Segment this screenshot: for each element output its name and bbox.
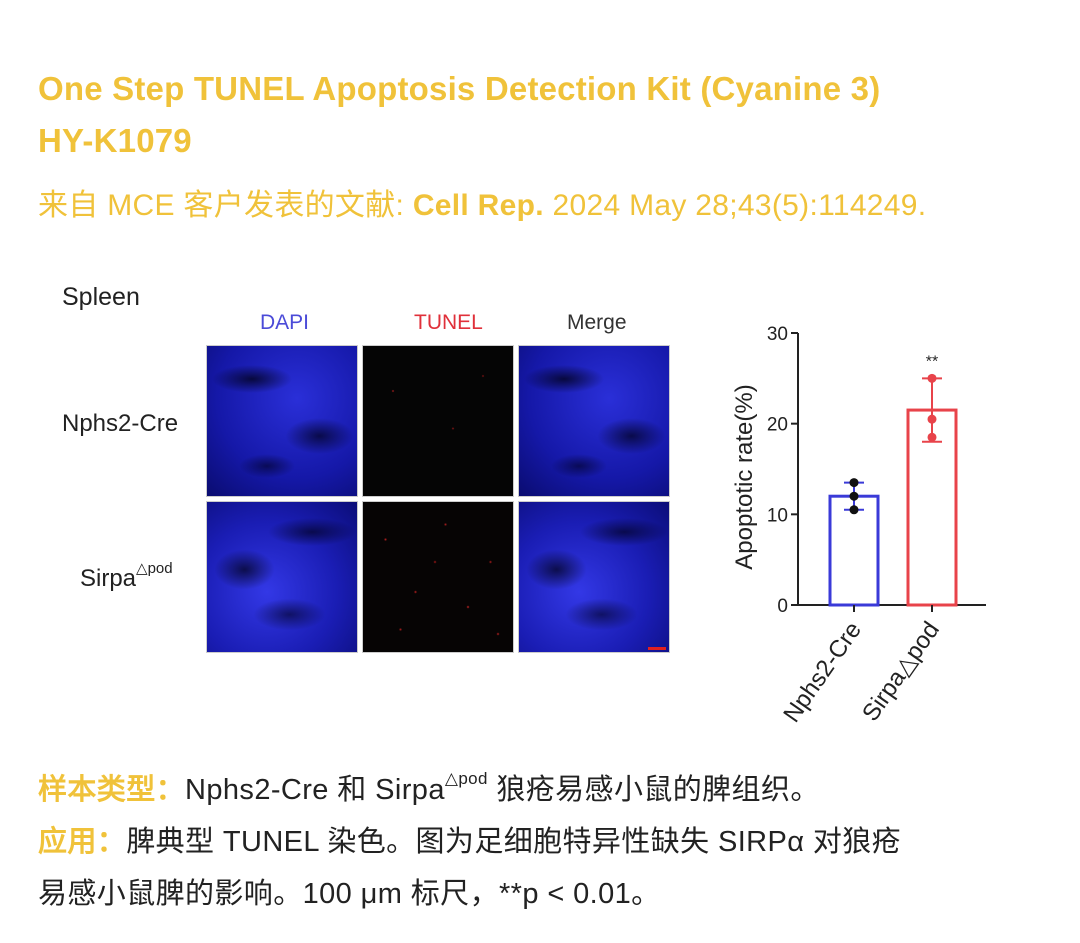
product-code: HY-K1079 (38, 122, 192, 159)
sample-type-text-a: Nphs2-Cre 和 Sirpa (185, 774, 445, 806)
x-tick-label: Nphs2-Cre (778, 617, 867, 728)
significance-marker: ** (926, 353, 938, 370)
micrograph-control-dapi (206, 345, 358, 497)
data-point (849, 478, 859, 488)
column-header-merge: Merge (567, 311, 627, 334)
application-text-line2: 易感小鼠脾的影响。100 μm 标尺，**p < 0.01。 (38, 878, 661, 910)
apoptosis-bar-chart: 0 10 20 30 Apoptotic rate(%) Nphs2-Cre ** Sirpa… (731, 324, 986, 728)
data-point (849, 491, 859, 501)
micrograph-knockout-dapi (206, 501, 358, 653)
data-point (927, 373, 937, 383)
column-header-dapi: DAPI (260, 311, 310, 334)
source-citation: 来自 MCE 客户发表的文献: Cell Rep. 2024 May 28;43… (38, 180, 926, 224)
y-tick-label: 0 (777, 596, 788, 617)
y-tick-label: 20 (767, 415, 788, 436)
data-point (927, 414, 937, 424)
row-label-knockout: Sirpa△pod (80, 560, 173, 593)
column-header-tunel: TUNEL (414, 311, 483, 334)
x-tick-label: Sirpa△pod (857, 617, 945, 726)
journal-name: Cell Rep. (412, 189, 544, 222)
sample-type-sup: △pod (444, 769, 488, 789)
row-label-knockout-sup: △pod (136, 560, 173, 577)
row-label-knockout-name: Sirpa (80, 565, 137, 592)
scale-bar (648, 647, 666, 650)
application-label: 应用： (38, 826, 127, 858)
micrograph-control-tunel (362, 345, 514, 497)
data-point (927, 432, 937, 442)
citation-details: 2024 May 28;43(5):114249. (543, 189, 927, 222)
tissue-label: Spleen (62, 283, 140, 311)
y-axis-label: Apoptotic rate(%) (731, 384, 758, 569)
y-tick-label: 30 (767, 324, 788, 345)
product-title: One Step TUNEL Apoptosis Detection Kit (… (38, 70, 881, 107)
micrograph-knockout-tunel (362, 501, 514, 653)
sample-type-text: 样本类型：Nphs2-Cre 和 Sirpa△pod 狼疮易感小鼠的脾组织。 (38, 766, 820, 808)
micrograph-control-merge (518, 345, 670, 497)
application-text-line1: 脾典型 TUNEL 染色。图为足细胞特异性缺失 SIRPα 对狼疮 (126, 826, 902, 858)
data-point (849, 505, 859, 515)
row-label-control: Nphs2-Cre (62, 410, 179, 437)
sample-type-label: 样本类型： (38, 774, 186, 806)
y-tick-label: 10 (767, 505, 788, 526)
micrograph-knockout-merge (518, 501, 670, 653)
application-text: 应用：脾典型 TUNEL 染色。图为足细胞特异性缺失 SIRPα 对狼疮 (38, 818, 901, 860)
sample-type-text-b: 狼疮易感小鼠的脾组织。 (487, 774, 820, 806)
source-prefix: 来自 MCE 客户发表的文献: (38, 189, 413, 222)
